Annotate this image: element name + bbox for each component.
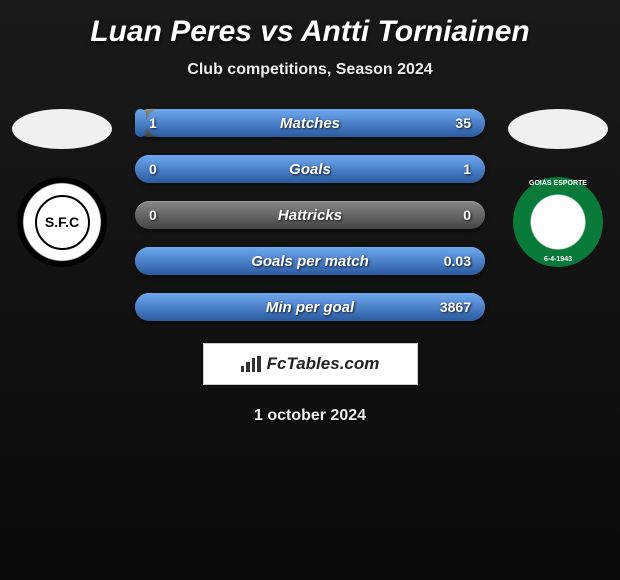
left-flag-icon — [12, 109, 112, 149]
stat-label: Min per goal — [266, 299, 354, 316]
stat-bar-goals: 0 Goals 1 — [135, 155, 485, 183]
stat-right-value: 0.03 — [444, 253, 471, 269]
bar-chart-icon — [241, 356, 261, 372]
comparison-infographic: Luan Peres vs Antti Torniainen Club comp… — [0, 0, 620, 435]
stat-right-value: 0 — [463, 207, 471, 223]
stat-right-value: 3867 — [440, 299, 471, 315]
stat-label: Goals per match — [251, 253, 369, 270]
stat-label: Matches — [280, 115, 340, 132]
stat-label: Goals — [289, 161, 331, 178]
left-club-badge: S.F.C — [17, 177, 107, 267]
stat-left-value: 0 — [149, 161, 157, 177]
stat-left-value: 0 — [149, 207, 157, 223]
right-flag-icon — [508, 109, 608, 149]
left-player-col: S.F.C — [7, 109, 117, 267]
stat-right-value: 35 — [455, 115, 471, 131]
right-club-founded: 6-4-1943 — [544, 256, 572, 263]
stat-right-value: 1 — [463, 161, 471, 177]
fctables-logo: FcTables.com — [203, 343, 418, 385]
stat-bar-matches: 1 Matches 35 — [135, 109, 485, 137]
right-player-col: GOIÁS ESPORTE 6-4-1943 — [503, 109, 613, 267]
stats-column: 1 Matches 35 0 Goals 1 0 Hattricks 0 Goals per ma… — [135, 109, 485, 321]
stat-bar-hattricks: 0 Hattricks 0 — [135, 201, 485, 229]
right-club-badge: GOIÁS ESPORTE 6-4-1943 — [513, 177, 603, 267]
right-club-inner-icon — [538, 202, 578, 242]
stat-left-value: 1 — [149, 115, 157, 131]
right-club-name-top: GOIÁS ESPORTE — [529, 180, 587, 187]
left-club-abbrev: S.F.C — [35, 195, 90, 250]
stat-bar-goals-per-match: Goals per match 0.03 — [135, 247, 485, 275]
date-text: 1 october 2024 — [254, 407, 366, 425]
page-title: Luan Peres vs Antti Torniainen — [90, 15, 530, 49]
stat-bar-min-per-goal: Min per goal 3867 — [135, 293, 485, 321]
stat-label: Hattricks — [278, 207, 342, 224]
logo-text: FcTables.com — [267, 354, 380, 374]
subtitle: Club competitions, Season 2024 — [187, 61, 432, 79]
bar-fill-left — [135, 109, 146, 137]
main-row: S.F.C 1 Matches 35 0 Goals 1 0 Hattricks 0 Goals … — [0, 109, 620, 321]
